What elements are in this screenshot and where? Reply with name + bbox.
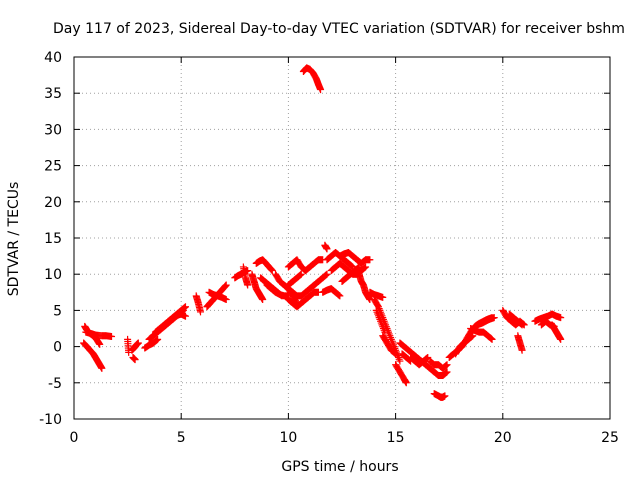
data-point	[108, 332, 116, 340]
chart-title: Day 117 of 2023, Sidereal Day-to-day VTE…	[53, 21, 625, 37]
y-tick-label: 5	[53, 303, 62, 319]
data-point	[347, 262, 355, 270]
data-point	[518, 346, 526, 354]
data-point	[360, 264, 368, 272]
data-point	[96, 340, 104, 348]
data-point	[557, 335, 565, 343]
data-point	[98, 364, 106, 372]
data-point	[181, 312, 189, 320]
x-axis-ticks: 0 5 10 15 20 25	[70, 57, 619, 446]
data-point	[180, 304, 188, 312]
data-point	[152, 337, 160, 345]
data-point	[335, 291, 343, 299]
data-point	[487, 335, 495, 343]
data-point	[323, 270, 331, 278]
data-point	[557, 314, 565, 322]
data-point	[244, 281, 252, 289]
data-point	[322, 271, 330, 279]
x-tick-label: 10	[279, 430, 297, 446]
y-tick-label: 40	[44, 50, 62, 66]
data-point	[392, 350, 400, 358]
data-point	[154, 335, 162, 343]
data-point	[268, 267, 276, 275]
data-point	[424, 353, 432, 361]
data-point	[468, 332, 476, 340]
x-axis-label: GPS time / hours	[281, 459, 398, 475]
y-tick-label: 30	[44, 122, 62, 138]
data-point	[181, 303, 189, 311]
data-point	[442, 369, 450, 377]
data-point	[153, 336, 161, 344]
data-point	[355, 263, 363, 271]
data-point	[517, 320, 525, 328]
data-point	[402, 379, 410, 387]
data-point	[259, 296, 267, 304]
data-point	[131, 356, 139, 364]
data-point	[361, 264, 369, 272]
data-point	[297, 271, 305, 279]
y-axis-label: SDTVAR / TECUs	[6, 182, 22, 297]
y-tick-label: 35	[44, 86, 62, 102]
data-point	[317, 86, 325, 94]
y-tick-label: 15	[44, 231, 62, 247]
data-point	[442, 361, 450, 369]
data-point	[396, 357, 404, 365]
data-point	[366, 256, 374, 264]
x-tick-label: 25	[601, 430, 619, 446]
data-point	[196, 308, 204, 316]
x-tick-label: 15	[387, 430, 405, 446]
y-tick-label: -10	[39, 412, 62, 428]
data-point	[362, 263, 370, 271]
data-point	[322, 271, 330, 279]
data-point	[488, 335, 496, 343]
data-point	[443, 361, 451, 369]
data-point	[443, 368, 451, 376]
y-tick-label: -5	[48, 376, 62, 392]
data-point	[374, 302, 382, 310]
data-point	[181, 303, 189, 311]
y-tick-label: 25	[44, 159, 62, 175]
x-tick-label: 0	[70, 430, 79, 446]
data-points	[80, 64, 565, 401]
data-point	[222, 296, 230, 304]
data-point	[354, 264, 362, 272]
data-point	[334, 291, 342, 299]
x-tick-label: 20	[494, 430, 512, 446]
x-tick-label: 5	[177, 430, 186, 446]
data-point	[469, 332, 477, 340]
data-point	[518, 321, 526, 329]
data-point	[467, 333, 475, 341]
data-point	[517, 320, 525, 328]
y-tick-label: 10	[44, 267, 62, 283]
y-axis-ticks: -10 -5 0 5 10 15 20 25 30 35 40	[39, 50, 610, 428]
y-tick-label: 0	[53, 340, 62, 356]
data-point	[442, 362, 450, 370]
data-point	[336, 292, 344, 300]
data-point	[354, 264, 362, 272]
data-point	[422, 355, 430, 363]
data-point	[222, 281, 230, 289]
data-point	[441, 392, 449, 400]
grid-lines	[74, 57, 610, 419]
data-point	[390, 349, 398, 357]
data-point	[381, 328, 389, 336]
data-point	[379, 293, 387, 301]
data-point	[323, 245, 331, 253]
data-point	[391, 349, 399, 357]
data-point	[487, 334, 495, 342]
data-point	[134, 339, 142, 347]
data-point	[490, 314, 498, 322]
data-point	[296, 271, 304, 279]
y-tick-label: 20	[44, 195, 62, 211]
data-point	[442, 369, 450, 377]
data-point	[348, 262, 356, 270]
data-point	[297, 270, 305, 278]
